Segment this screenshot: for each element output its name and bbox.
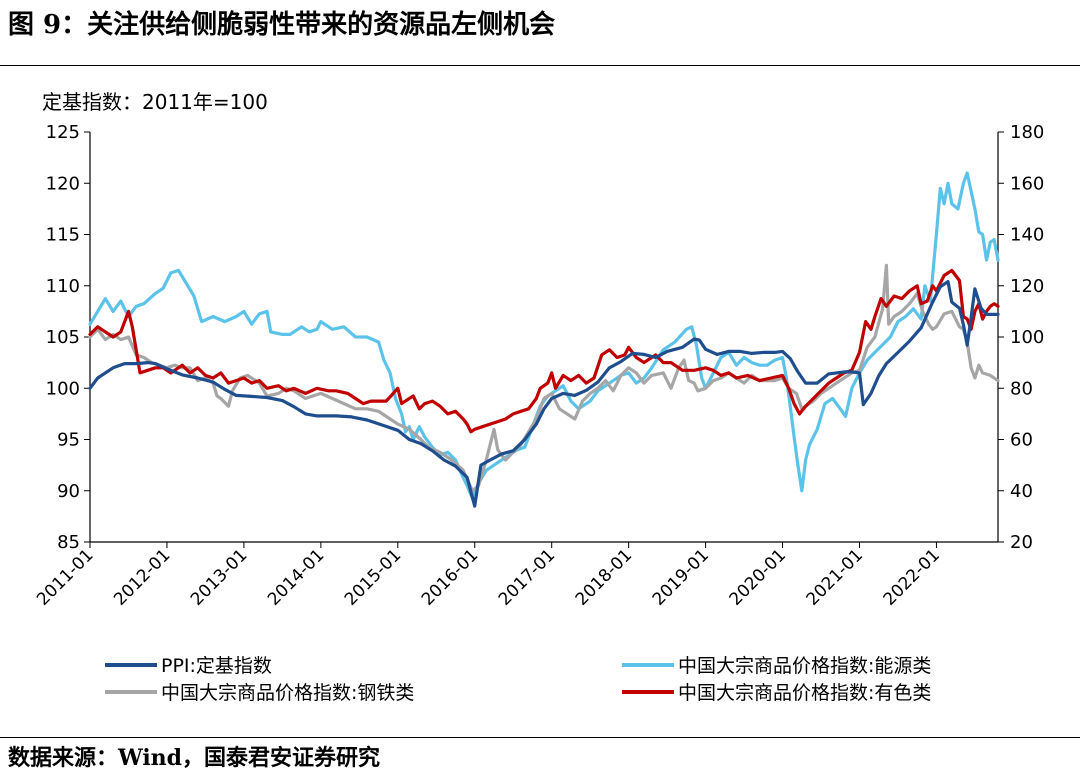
bottom-rule (0, 737, 1080, 738)
x-tick-label: 2015-01 (341, 545, 405, 609)
x-tick-label: 2019-01 (649, 545, 713, 609)
x-tick-label: 2017-01 (495, 545, 559, 609)
line-chart: 85 90 95 100 105 110 115 120 125 20 40 60 80 100 120 14… (33, 122, 1044, 704)
x-tick-label: 2013-01 (187, 545, 251, 609)
legend-label-ppi: PPI:定基指数 (161, 655, 272, 677)
legend-label-nonferrous: 中国大宗商品价格指数:有色类 (678, 682, 931, 704)
x-tick-label: 2014-01 (264, 545, 328, 609)
y-left-tick-label: 125 (46, 122, 80, 143)
units-note: 定基指数：2011年=100 (42, 90, 268, 114)
y-right-tick-label: 140 (1010, 225, 1044, 246)
y-right-tick-label: 120 (1010, 276, 1044, 297)
x-tick-label: 2016-01 (418, 545, 482, 609)
y-right-tick-label: 60 (1010, 430, 1033, 451)
source-note: 数据来源：Wind，国泰君安证券研究 (8, 745, 381, 771)
x-tick-label: 2022-01 (880, 545, 944, 609)
series-line-energy (88, 171, 1000, 500)
y-left-tick-label: 110 (46, 276, 80, 297)
series-lines (88, 171, 1000, 508)
series-line-steel (88, 263, 1000, 493)
figure-title: 图 9：关注供给侧脆弱性带来的资源品左侧机会 (8, 10, 556, 40)
y-right-tick-label: 20 (1010, 532, 1033, 553)
legend-label-steel: 中国大宗商品价格指数:钢铁类 (161, 682, 414, 704)
y-right-tick-label: 100 (1010, 327, 1044, 348)
y-right-tick-label: 80 (1010, 378, 1033, 399)
x-tick-label: 2020-01 (726, 545, 790, 609)
y-left-tick-label: 105 (46, 327, 80, 348)
top-rule (0, 65, 1080, 66)
y-left-tick-label: 90 (57, 481, 80, 502)
x-tick-label: 2021-01 (803, 545, 867, 609)
y-right-tick-label: 160 (1010, 173, 1044, 194)
y-left-tick-label: 85 (57, 532, 80, 553)
series-line-nonferrous (88, 268, 1000, 434)
x-tick-label: 2012-01 (110, 545, 174, 609)
y-right-tick-label: 180 (1010, 122, 1044, 143)
y-left-tick-label: 100 (46, 378, 80, 399)
legend-label-energy: 中国大宗商品价格指数:能源类 (678, 655, 931, 677)
x-tick-label: 2011-01 (33, 545, 97, 609)
y-right-tick-label: 40 (1010, 481, 1033, 502)
y-left-tick-label: 120 (46, 173, 80, 194)
x-tick-label: 2018-01 (572, 545, 636, 609)
y-left-tick-label: 115 (46, 225, 80, 246)
series-line-ppi (88, 280, 1000, 508)
y-left-tick-label: 95 (57, 430, 80, 451)
